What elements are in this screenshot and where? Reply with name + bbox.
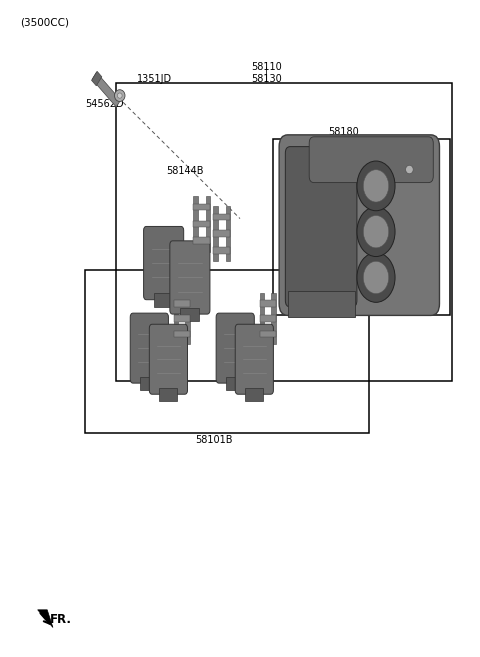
Bar	[260, 293, 264, 344]
Polygon shape	[92, 72, 102, 86]
Text: 58144B: 58144B	[166, 166, 204, 177]
Text: FR.: FR.	[50, 613, 72, 626]
Bar	[85, 269, 369, 433]
Bar	[116, 83, 452, 381]
Bar	[206, 196, 210, 252]
FancyBboxPatch shape	[149, 325, 188, 394]
Ellipse shape	[363, 261, 389, 294]
Bar	[193, 221, 210, 227]
Ellipse shape	[357, 161, 395, 211]
FancyBboxPatch shape	[279, 135, 440, 315]
Text: 1351JD: 1351JD	[137, 74, 172, 83]
Bar	[193, 196, 198, 252]
Text: 58101B: 58101B	[195, 435, 232, 445]
FancyBboxPatch shape	[285, 147, 357, 307]
Bar	[271, 293, 276, 344]
Bar	[185, 293, 190, 344]
Text: (3500CC): (3500CC)	[21, 18, 70, 28]
Bar	[141, 376, 158, 390]
Bar	[193, 204, 210, 210]
FancyBboxPatch shape	[216, 313, 254, 383]
Bar	[174, 293, 178, 344]
Bar	[174, 300, 190, 307]
Bar	[260, 330, 276, 337]
Bar	[174, 315, 190, 322]
Bar	[174, 330, 190, 337]
FancyBboxPatch shape	[130, 313, 168, 383]
Text: 54562D: 54562D	[85, 99, 123, 109]
Ellipse shape	[117, 93, 122, 98]
Bar	[260, 300, 276, 307]
Bar	[159, 388, 177, 401]
Text: 58314: 58314	[402, 176, 433, 187]
Ellipse shape	[115, 90, 125, 101]
Bar	[226, 206, 230, 261]
FancyBboxPatch shape	[235, 325, 274, 394]
Ellipse shape	[363, 170, 389, 202]
FancyBboxPatch shape	[144, 227, 184, 300]
Bar	[288, 290, 355, 317]
Ellipse shape	[406, 166, 413, 173]
Text: 58110: 58110	[251, 62, 282, 72]
Ellipse shape	[363, 215, 389, 248]
Bar	[213, 214, 230, 220]
Polygon shape	[92, 72, 120, 107]
Bar	[213, 231, 230, 237]
Bar	[260, 315, 276, 322]
Bar	[193, 237, 210, 244]
Bar	[274, 139, 450, 315]
Bar	[226, 376, 244, 390]
Text: 58180: 58180	[328, 127, 359, 137]
Bar	[154, 293, 173, 307]
Bar	[245, 388, 263, 401]
Bar	[213, 247, 230, 254]
Ellipse shape	[357, 252, 395, 302]
Bar	[213, 206, 217, 261]
Text: 58130: 58130	[251, 74, 282, 83]
Ellipse shape	[357, 207, 395, 256]
Text: 58181: 58181	[328, 139, 359, 149]
Bar	[180, 307, 199, 321]
FancyBboxPatch shape	[170, 241, 210, 314]
Polygon shape	[37, 610, 53, 627]
FancyBboxPatch shape	[309, 137, 433, 183]
